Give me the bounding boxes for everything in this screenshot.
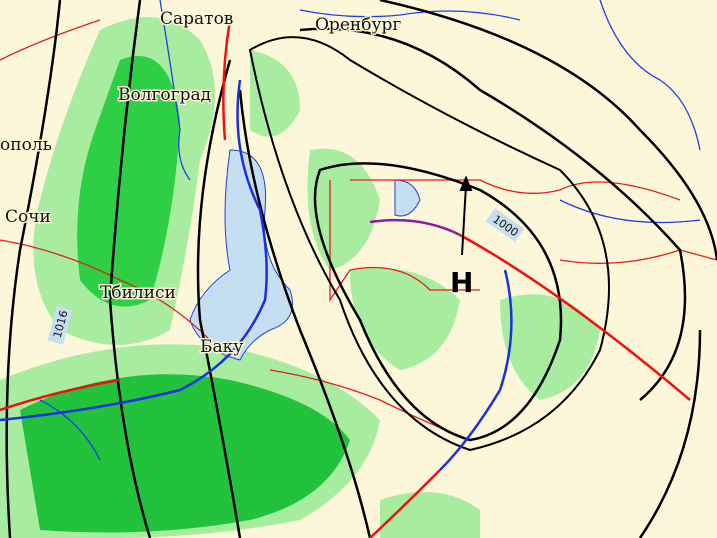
precipitation-areas <box>0 17 600 538</box>
city-orenburg: Оренбург <box>315 15 401 35</box>
fronts <box>0 19 691 538</box>
city-baku: Баку <box>200 337 243 357</box>
cold-front-east <box>439 269 513 471</box>
city-stavropol: ополь <box>0 135 52 155</box>
city-labels: Саратов Оренбург Волгоград ополь Сочи Тб… <box>0 8 403 359</box>
rivers <box>39 0 701 461</box>
cold-front <box>0 79 268 422</box>
city-saratov: Саратов <box>160 9 233 29</box>
warm-front-east <box>459 233 691 401</box>
low-pressure-center: Н <box>450 266 473 299</box>
occluded-front <box>369 218 461 237</box>
city-sochi: Сочи <box>5 207 51 227</box>
city-tbilisi: Тбилиси <box>100 283 176 303</box>
isobars <box>5 0 717 538</box>
warm-front-south <box>0 378 121 412</box>
warm-front-se <box>369 469 441 538</box>
warm-front <box>222 19 232 141</box>
city-volgograd: Волгоград <box>118 85 211 105</box>
caspian-sea <box>189 149 421 361</box>
low-track-arrow <box>459 175 473 256</box>
isobar-label-1016: 1016 <box>47 305 73 345</box>
